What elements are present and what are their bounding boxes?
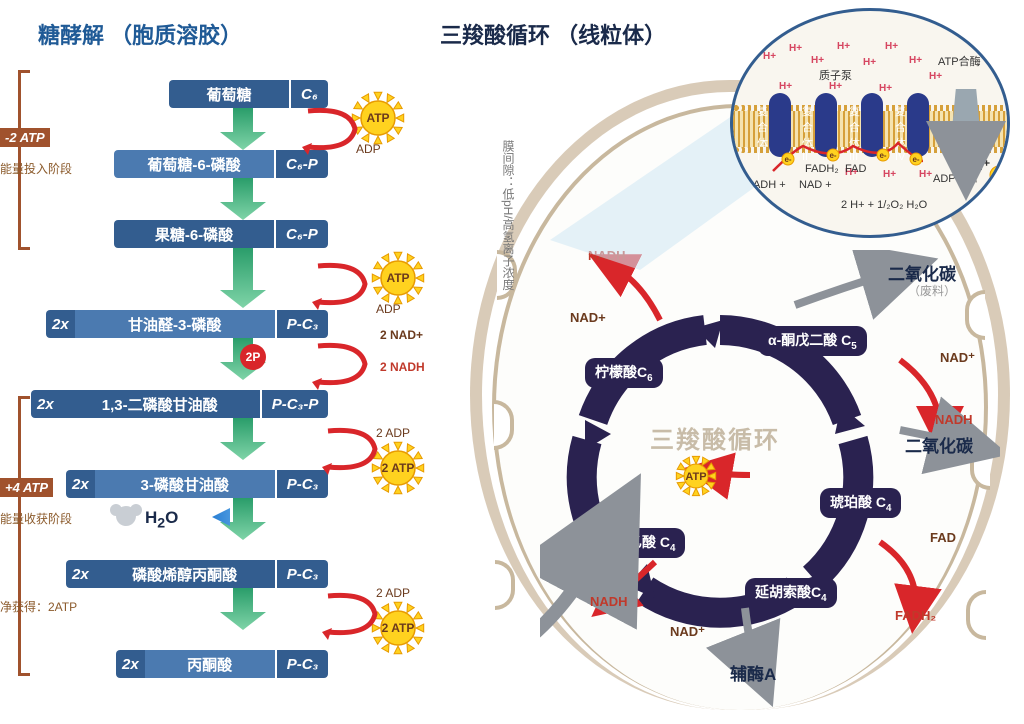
2p-badge: 2P [240, 344, 266, 370]
svg-text:e-: e- [912, 155, 919, 164]
h2o-molecule-icon [108, 500, 142, 530]
atp-curve-3 [320, 425, 390, 475]
phase2-bracket [18, 396, 30, 676]
glycolysis-step-4: 2x1,3-二磷酸甘油酸P-C₃-P [31, 390, 328, 418]
glycolysis-arrow-2 [218, 248, 268, 310]
svg-text:ATP: ATP [685, 471, 706, 483]
phase2-atp-box: +4 ATP [0, 478, 53, 497]
svg-text:e-: e- [879, 151, 886, 160]
svg-text:ATP: ATP [386, 271, 409, 285]
glycolysis-step-2: 果糖-6-磷酸C₆-P [114, 220, 328, 248]
tca-title: 三羧酸循环 （线粒体） [440, 18, 666, 50]
glycolysis-arrow-1 [218, 178, 268, 222]
phase1-atp-box: -2 ATP [0, 128, 50, 147]
phase2-net: 净获得：2ATP [0, 598, 77, 615]
nadh-label: 2 NADH [380, 360, 425, 374]
etc-electron-path: e-e-e-e- [733, 11, 1010, 238]
glycolysis-title: 糖酵解 （胞质溶胶） [38, 18, 242, 50]
glycolysis-step-7: 2x丙酮酸P-C₃ [116, 650, 328, 678]
glycolysis-step-6: 2x磷酸烯醇丙酮酸P-C₃ [66, 560, 328, 588]
glycolysis-arrow-4 [218, 418, 268, 462]
nadh-bl: NADH [590, 594, 628, 609]
glycolysis-step-1: 葡萄糖-6-磷酸C₆-P [114, 150, 328, 178]
svg-text:e-: e- [829, 151, 836, 160]
nad-right: NAD⁺ [940, 350, 975, 366]
glycolysis-step-3: 2x甘油醛-3-磷酸P-C₃ [46, 310, 328, 338]
etc-inset: 质子泵 ATP合酶 复合体I 复合体II 复合体III 复合体IV H+H+H+… [730, 8, 1010, 238]
glycolysis-arrow-6 [218, 588, 268, 632]
atp-curve-4 [320, 590, 390, 640]
svg-text:e-: e- [784, 155, 791, 164]
atp-curve-2 [310, 340, 380, 390]
nad-bl: NAD⁺ [670, 624, 705, 640]
nad-top: NAD+ [570, 310, 606, 325]
glycolysis-arrow-0 [218, 108, 268, 152]
co2-right: 二氧化碳 [905, 432, 973, 457]
atp-curve-1 [310, 260, 380, 310]
krebs-atp-sun: ATP [672, 452, 720, 500]
nad-plus-label: 2 NAD+ [380, 328, 423, 342]
glycolysis-step-0: 葡萄糖C₆ [169, 80, 328, 108]
glycolysis-step-5: 2x3-磷酸甘油酸P-C₃ [66, 470, 328, 498]
intermembrane-label: 膜间隙：低pH/高氢离子浓度 [500, 140, 517, 291]
fadh2-label: FADH₂ [895, 608, 936, 623]
phase1-text: 能量投入阶段 [0, 160, 72, 177]
krebs-side-arrows [540, 250, 1000, 710]
h2o-arrow [210, 502, 280, 532]
atp-curve-0 [300, 105, 370, 155]
coenzyme-a: 辅酶A [730, 660, 776, 685]
fad-label: FAD [930, 530, 956, 545]
nadh-right: NADH [935, 412, 973, 427]
phase2-text: 能量收获阶段 [0, 510, 72, 527]
h2o-label: H2O [145, 508, 178, 531]
co2-top-sub: （废料） [908, 282, 956, 299]
